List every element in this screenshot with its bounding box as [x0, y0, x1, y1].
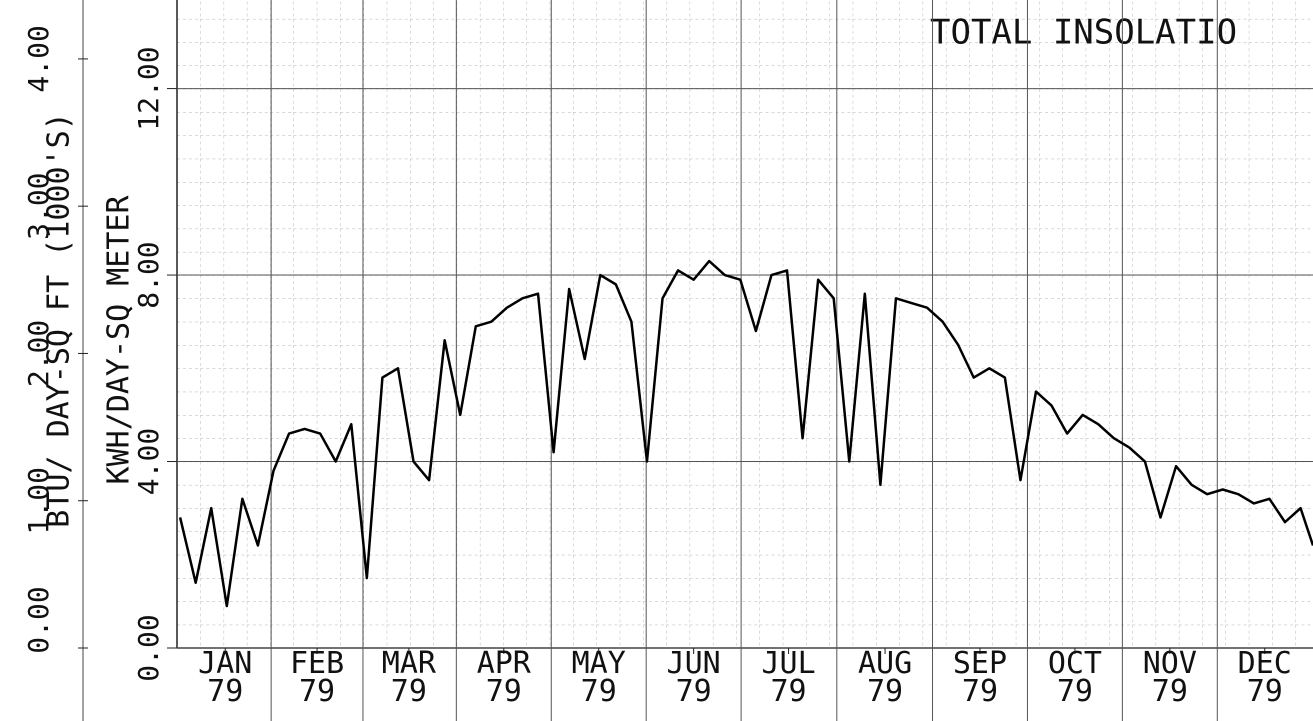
x-tick-label: JUL 79 [761, 646, 816, 709]
data-line [178, 259, 1313, 608]
x-tick-label: DEC 79 [1237, 646, 1292, 709]
x-tick-label: OCT 79 [1047, 646, 1102, 709]
y-axis-label: KWH/DAY-SQ METER [102, 195, 137, 485]
y2-tick-label: 2.00 [22, 320, 55, 387]
y2-tick-label: 0.00 [22, 586, 55, 653]
x-tick-label: JAN 79 [198, 646, 253, 709]
y-tick-label: 0.00 [132, 614, 165, 681]
y2-tick-label: 1.00 [22, 467, 55, 534]
y2-tick-label: 3.00 [22, 172, 55, 239]
x-tick-label: NOV 79 [1142, 646, 1197, 709]
y2-axis-label: BTU/ DAY-SQ FT (1000'S) [42, 112, 77, 527]
minor-grid [177, 0, 1313, 648]
x-tick-label: SEP 79 [952, 646, 1008, 709]
y-tick-label: 4.00 [132, 428, 165, 495]
y-tick-label: 12.00 [132, 46, 165, 130]
x-tick-label: AUG 79 [857, 646, 913, 709]
x-tick-label: FEB 79 [289, 646, 345, 709]
x-tick-label: MAR 79 [381, 646, 436, 709]
y-tick-label: 8.00 [132, 241, 165, 308]
x-tick-label: JUN 79 [666, 646, 721, 709]
x-tick-label: APR 79 [476, 646, 531, 709]
x-tick-label: MAY 79 [571, 646, 626, 709]
y2-tick-label: 4.00 [22, 25, 55, 92]
chart-title: TOTAL INSOLATIO [930, 13, 1237, 53]
